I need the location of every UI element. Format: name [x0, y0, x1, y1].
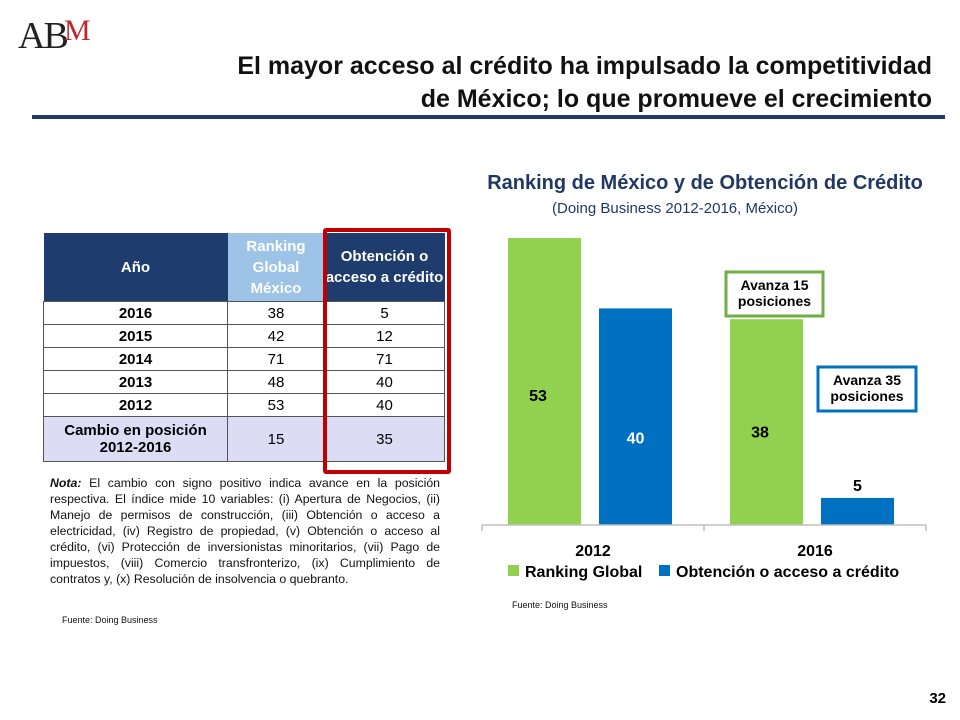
source-left: Fuente: Doing Business [62, 615, 158, 625]
logo-text-m: M [64, 14, 91, 47]
cell-credito: 12 [324, 324, 445, 348]
bar-credito-2016 [821, 497, 894, 525]
annotation-text-1-line2: posiciones [738, 293, 811, 309]
cell-credito: 71 [324, 347, 445, 371]
cell-ranking: 38 [227, 301, 325, 325]
legend-label-ranking: Ranking Global [525, 564, 643, 581]
note-body: El cambio con signo positivo indica avan… [50, 476, 440, 586]
cell-change-credito: 35 [324, 416, 445, 462]
header-ranking: Ranking Global México [227, 233, 325, 302]
slide-title: El mayor acceso al crédito ha impulsado … [112, 50, 932, 116]
legend-swatch-credito [659, 565, 670, 577]
title-divider [32, 115, 945, 119]
bar-ranking-2016 [730, 319, 803, 525]
table-row: 2012 53 40 [43, 393, 445, 417]
header-credito: Obtención o acceso a crédito [324, 233, 445, 302]
table-row: 2016 38 5 [43, 301, 445, 325]
annotation-text-2-line2: posiciones [830, 388, 903, 404]
annotation-text-2-line1: Avanza 35 [833, 372, 901, 388]
data-label-ranking-2012: 53 [529, 388, 547, 405]
x-tick-label-2016: 2016 [797, 543, 833, 560]
page-number: 32 [929, 690, 946, 707]
cell-change-ranking: 15 [227, 416, 325, 462]
cell-credito: 5 [324, 301, 445, 325]
bar-credito-2012 [599, 308, 672, 525]
cell-ranking: 48 [227, 370, 325, 394]
abm-logo: AB M [18, 8, 98, 58]
slide-title-line2: de México; lo que promueve el crecimient… [420, 85, 932, 113]
cell-ranking: 53 [227, 393, 325, 417]
cell-change-label: Cambio en posición 2012-2016 [43, 416, 228, 462]
annotation-text-1-line1: Avanza 15 [741, 277, 809, 293]
bars-group: 53 40 38 5 [508, 238, 894, 525]
legend-swatch-ranking [508, 565, 519, 577]
table-header-row: Año Ranking Global México Obtención o ac… [43, 233, 445, 302]
legend-label-credito: Obtención o acceso a crédito [676, 564, 900, 581]
ranking-table: Año Ranking Global México Obtención o ac… [43, 233, 445, 462]
cell-year: 2014 [43, 347, 228, 371]
annotation-box-2 [816, 365, 918, 413]
source-right: Fuente: Doing Business [512, 600, 608, 610]
cell-year: 2015 [43, 324, 228, 348]
cell-ranking: 71 [227, 347, 325, 371]
slide-title-line1: El mayor acceso al crédito ha impulsado … [237, 52, 932, 80]
chart-title: Ranking de México y de Obtención de Créd… [487, 172, 923, 194]
credit-column-highlight [323, 228, 451, 474]
data-label-credito-2012: 40 [627, 430, 645, 447]
header-year: Año [43, 233, 228, 302]
note-text: Nota: El cambio con signo positivo indic… [50, 475, 440, 587]
cell-year: 2013 [43, 370, 228, 394]
legend-item-ranking: Ranking Global [508, 564, 642, 582]
data-label-ranking-2016: 38 [751, 424, 769, 441]
table-row: 2015 42 12 [43, 324, 445, 348]
cell-credito: 40 [324, 370, 445, 394]
cell-ranking: 42 [227, 324, 325, 348]
cell-year: 2012 [43, 393, 228, 417]
chart-subtitle: (Doing Business 2012-2016, México) [552, 200, 798, 217]
data-label-credito-2016: 5 [853, 478, 862, 495]
legend-item-credito: Obtención o acceso a crédito [659, 564, 899, 582]
bar-ranking-2012 [508, 238, 581, 525]
logo-text-ab: AB [18, 15, 69, 57]
change-row: Cambio en posición 2012-2016 15 35 [43, 416, 445, 462]
note-label: Nota: [50, 476, 82, 490]
annotation-box-1 [724, 270, 825, 318]
x-tick-label-2012: 2012 [575, 543, 611, 560]
cell-year: 2016 [43, 301, 228, 325]
